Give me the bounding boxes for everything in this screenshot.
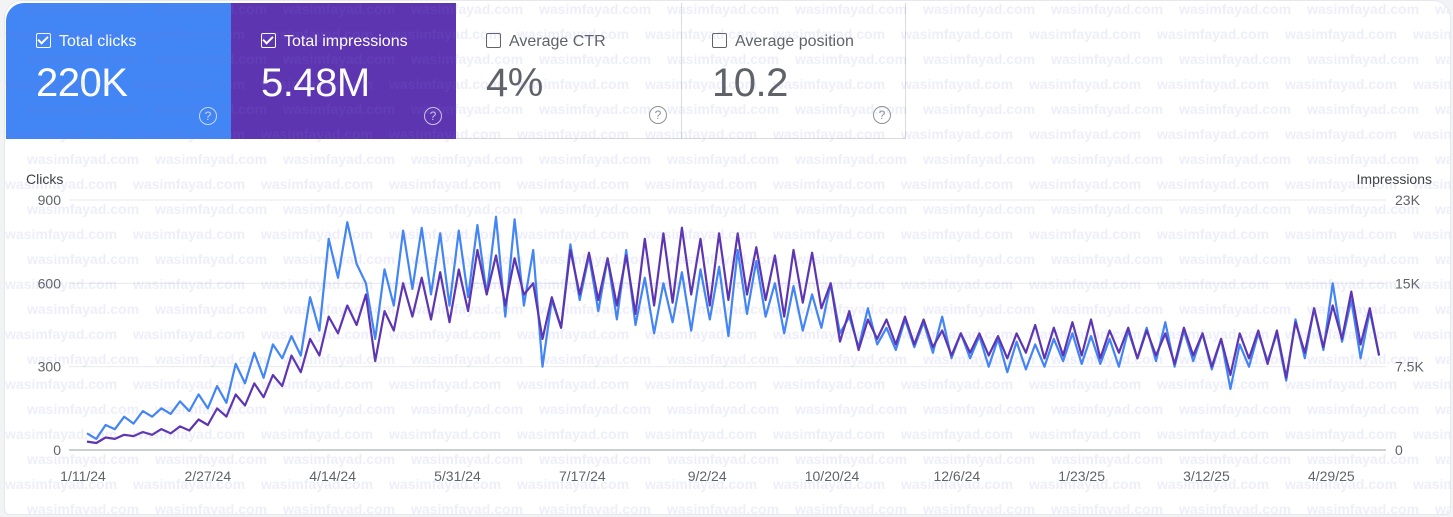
metric-value: 5.48M (261, 61, 370, 105)
x-tick-label: 4/14/24 (309, 468, 356, 484)
x-tick-label: 2/27/24 (184, 468, 231, 484)
x-tick-label: 5/31/24 (434, 468, 481, 484)
x-tick-label: 3/12/25 (1183, 468, 1230, 484)
x-tick-label: 10/20/24 (805, 468, 860, 484)
help-icon[interactable]: ? (424, 107, 442, 125)
x-tick-label: 4/29/25 (1308, 468, 1355, 484)
series-line-impressions[interactable] (86, 226, 1381, 445)
metric-total-clicks[interactable]: Total clicks 220K ? (6, 3, 231, 139)
help-icon[interactable]: ? (199, 107, 217, 125)
checkbox-unchecked-icon[interactable] (486, 33, 501, 48)
x-tick-label: 7/17/24 (559, 468, 606, 484)
right-tick-label: 7.5K (1395, 359, 1424, 375)
performance-card: Total clicks 220K ? Total impressions 5.… (4, 0, 1451, 515)
metric-value: 220K (36, 61, 128, 105)
x-tick-label: 9/2/24 (688, 468, 727, 484)
x-tick-label: 12/6/24 (933, 468, 980, 484)
series-line-clicks[interactable] (86, 215, 1381, 440)
metric-value: 10.2 (712, 61, 788, 105)
left-tick-label: 0 (53, 442, 61, 458)
right-tick-label: 23K (1395, 192, 1421, 208)
checkbox-checked-icon[interactable] (261, 33, 276, 48)
metric-total-impressions[interactable]: Total impressions 5.48M ? (231, 3, 456, 139)
metric-label: Average position (735, 33, 854, 50)
metric-label: Average CTR (509, 33, 606, 50)
left-axis-label: Clicks (26, 171, 63, 187)
checkbox-checked-icon[interactable] (36, 33, 51, 48)
metric-value: 4% (486, 61, 543, 105)
metric-average-ctr[interactable]: Average CTR 4% ? (456, 3, 681, 139)
metric-average-position[interactable]: Average position 10.2 ? (681, 3, 906, 139)
left-tick-label: 300 (38, 359, 62, 375)
performance-chart: Clicks Impressions 0 0 300 7.5K 600 15K 900 23K… (26, 171, 1432, 484)
right-tick-label: 15K (1395, 275, 1421, 291)
right-axis-label: Impressions (1357, 171, 1432, 187)
help-icon[interactable]: ? (649, 106, 667, 124)
metric-label: Total impressions (284, 33, 408, 50)
left-tick-label: 600 (38, 275, 62, 291)
metric-label: Total clicks (59, 33, 137, 50)
checkbox-unchecked-icon[interactable] (712, 33, 727, 48)
right-tick-label: 0 (1395, 442, 1403, 458)
left-tick-label: 900 (38, 192, 62, 208)
x-tick-label: 1/11/24 (60, 468, 106, 484)
help-icon[interactable]: ? (873, 106, 891, 124)
x-tick-label: 1/23/25 (1058, 468, 1105, 484)
